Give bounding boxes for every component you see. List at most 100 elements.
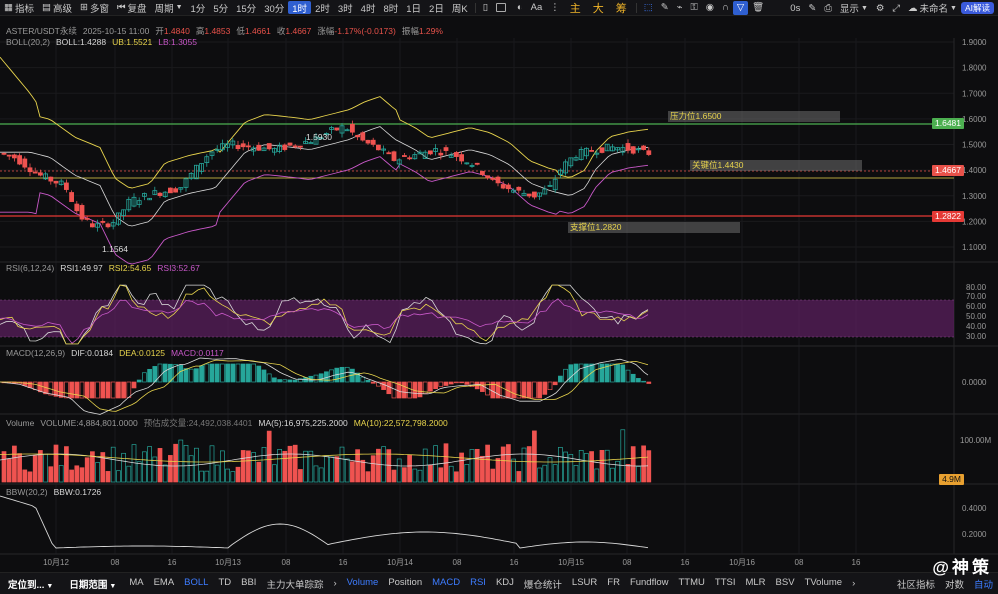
volume-bar (532, 430, 537, 483)
sub-indicator-4[interactable]: KDJ (495, 576, 514, 588)
rsi-axis-label: 30.00 (966, 332, 987, 341)
main-indicator-4[interactable]: BBI (241, 576, 257, 588)
settings-button[interactable]: ⚙ (872, 0, 889, 16)
candle-body (646, 150, 652, 155)
macd-histogram-bar (448, 381, 454, 385)
volume-bar (344, 458, 350, 483)
macd-histogram-bar (381, 381, 386, 390)
candle-type-button[interactable]: ▯ (479, 0, 492, 16)
volume-bar (256, 461, 262, 483)
volume-price-tag: 4.9M (939, 474, 964, 485)
main-indicator-0[interactable]: MA (129, 576, 144, 588)
date-range-button[interactable]: 日期范围 ▼ (69, 579, 117, 591)
goto-button[interactable]: 定位到... ▼ (8, 579, 54, 591)
tab-chips[interactable]: 筹 (615, 2, 627, 15)
sub-indicator-7[interactable]: FR (607, 576, 620, 588)
pencil-tool[interactable]: ✎ (657, 0, 673, 16)
boll-label[interactable]: BOLL(20,2) (6, 37, 50, 47)
sub-indicator-5[interactable]: 爆仓统计 (523, 579, 562, 591)
macd-histogram-bar (438, 381, 444, 387)
edit-button[interactable]: ✎ (804, 0, 820, 16)
select-tool[interactable]: ⬚ (640, 0, 657, 16)
volume-bar (610, 467, 615, 483)
timeframe-0[interactable]: 1分 (190, 3, 206, 15)
timeframe-5[interactable]: 2时 (315, 3, 330, 15)
key-level-label[interactable]: 关键位1.4430 (690, 160, 862, 171)
advanced-menu[interactable]: ▤ 高级 (42, 2, 72, 15)
volume-bar (95, 462, 100, 483)
macd-histogram-bar (620, 364, 626, 383)
macd-histogram-bar (630, 373, 636, 383)
timeframe-1[interactable]: 5分 (213, 3, 229, 15)
more-button[interactable]: ⋮ (546, 0, 564, 16)
auto-scale-toggle[interactable]: 自动 (973, 579, 993, 591)
macd-histogram-bar (537, 381, 542, 399)
rsi-label[interactable]: RSI(6,12,24) (6, 263, 55, 273)
square-icon (495, 3, 506, 12)
timeframe-3[interactable]: 30分 (264, 3, 285, 15)
timeframe-7[interactable]: 4时 (360, 3, 376, 15)
chart-style-button[interactable] (492, 0, 513, 16)
macd-histogram-bar (90, 381, 95, 399)
delete-tool[interactable]: 🗑 (748, 0, 768, 16)
resistance-label[interactable]: 压力位1.6500 (668, 111, 840, 122)
sub-indicator-9[interactable]: TTMU (678, 576, 705, 588)
sub-indicator-1[interactable]: Position (388, 576, 423, 588)
font-button[interactable]: Aa (530, 2, 543, 13)
timeframe-8[interactable]: 8时 (383, 3, 399, 15)
fullscreen-button[interactable]: ⤢ (888, 0, 904, 16)
bbw-label[interactable]: BBW(20,2) (6, 487, 48, 497)
volume-bar (516, 471, 522, 483)
magnet-tool[interactable]: ∩ (718, 0, 733, 16)
candle-body (173, 188, 179, 193)
log-scale-toggle[interactable]: 对数 (944, 579, 964, 591)
candle-body (199, 163, 205, 172)
multi-window-menu[interactable]: ⊞ 多窗 (80, 2, 109, 15)
volume-bar (594, 468, 600, 483)
timeframe-11[interactable]: 周K (451, 3, 468, 15)
sub-indicator-8[interactable]: Fundflow (629, 576, 669, 588)
sub-indicator-11[interactable]: MLR (745, 576, 766, 588)
scroll-right-icon[interactable]: › (333, 578, 337, 589)
ai-interpret-button[interactable]: AI解读 (960, 2, 994, 14)
candle-body (53, 180, 59, 184)
tab-main[interactable]: 主 (569, 2, 581, 15)
ruler-tool[interactable]: ⌁ (673, 0, 687, 16)
screenshot-button[interactable]: ⎙ (820, 0, 836, 16)
macd-label[interactable]: MACD(12,26,9) (6, 348, 66, 358)
timeframe-9[interactable]: 1日 (406, 3, 422, 15)
tab-big[interactable]: 大 (592, 2, 604, 15)
timeframe-10[interactable]: 2日 (429, 3, 444, 15)
more-indicators-icon[interactable]: › (852, 578, 856, 589)
period-menu[interactable]: 周期 ▼ (154, 3, 183, 15)
chart-canvas[interactable]: 1.9000 1.8000 1.7000 1.6000 1.5000 1.4000 1.30… (0, 16, 998, 572)
sub-indicator-3[interactable]: RSI (470, 576, 486, 588)
filter-tool[interactable]: ▽ (732, 0, 749, 15)
candle-body (547, 185, 553, 187)
volume-label[interactable]: Volume (6, 418, 35, 428)
indicator-menu[interactable]: ▦ 指标 (4, 2, 34, 15)
sub-indicator-0[interactable]: Volume (346, 576, 379, 588)
main-indicator-3[interactable]: TD (218, 576, 232, 588)
replay-menu[interactable]: ⏮ 复盘 (116, 2, 147, 15)
sub-indicator-12[interactable]: BSV (775, 576, 795, 588)
support-label[interactable]: 支撑位1.2820 (568, 222, 740, 233)
main-indicator-2[interactable]: BOLL (184, 576, 209, 588)
volume-bar (542, 464, 548, 483)
sub-indicator-13[interactable]: TVolume (804, 576, 843, 588)
timeframe-2[interactable]: 15分 (236, 3, 257, 15)
cloud-layout-button[interactable]: ☁ 未命名 ▼ (908, 2, 957, 16)
community-indicators[interactable]: 社区指标 (896, 579, 935, 591)
eye-tool[interactable]: ◉ (702, 0, 718, 16)
lock-tool[interactable]: ⚿ (686, 0, 701, 16)
timeframe-4[interactable]: 1时 (288, 1, 312, 15)
color-button[interactable]: ◐ (513, 0, 527, 16)
sub-indicator-10[interactable]: TTSI (714, 576, 736, 588)
sub-indicator-6[interactable]: LSUR (571, 576, 598, 588)
main-indicator-1[interactable]: EMA (153, 576, 175, 588)
display-menu[interactable]: 显示 ▼ (839, 4, 868, 15)
time-axis-label: 16 (510, 558, 519, 567)
sub-indicator-2[interactable]: MACD (432, 576, 461, 588)
timeframe-6[interactable]: 3时 (337, 3, 353, 15)
main-indicator-5[interactable]: 主力大单踪踪 (266, 579, 324, 591)
